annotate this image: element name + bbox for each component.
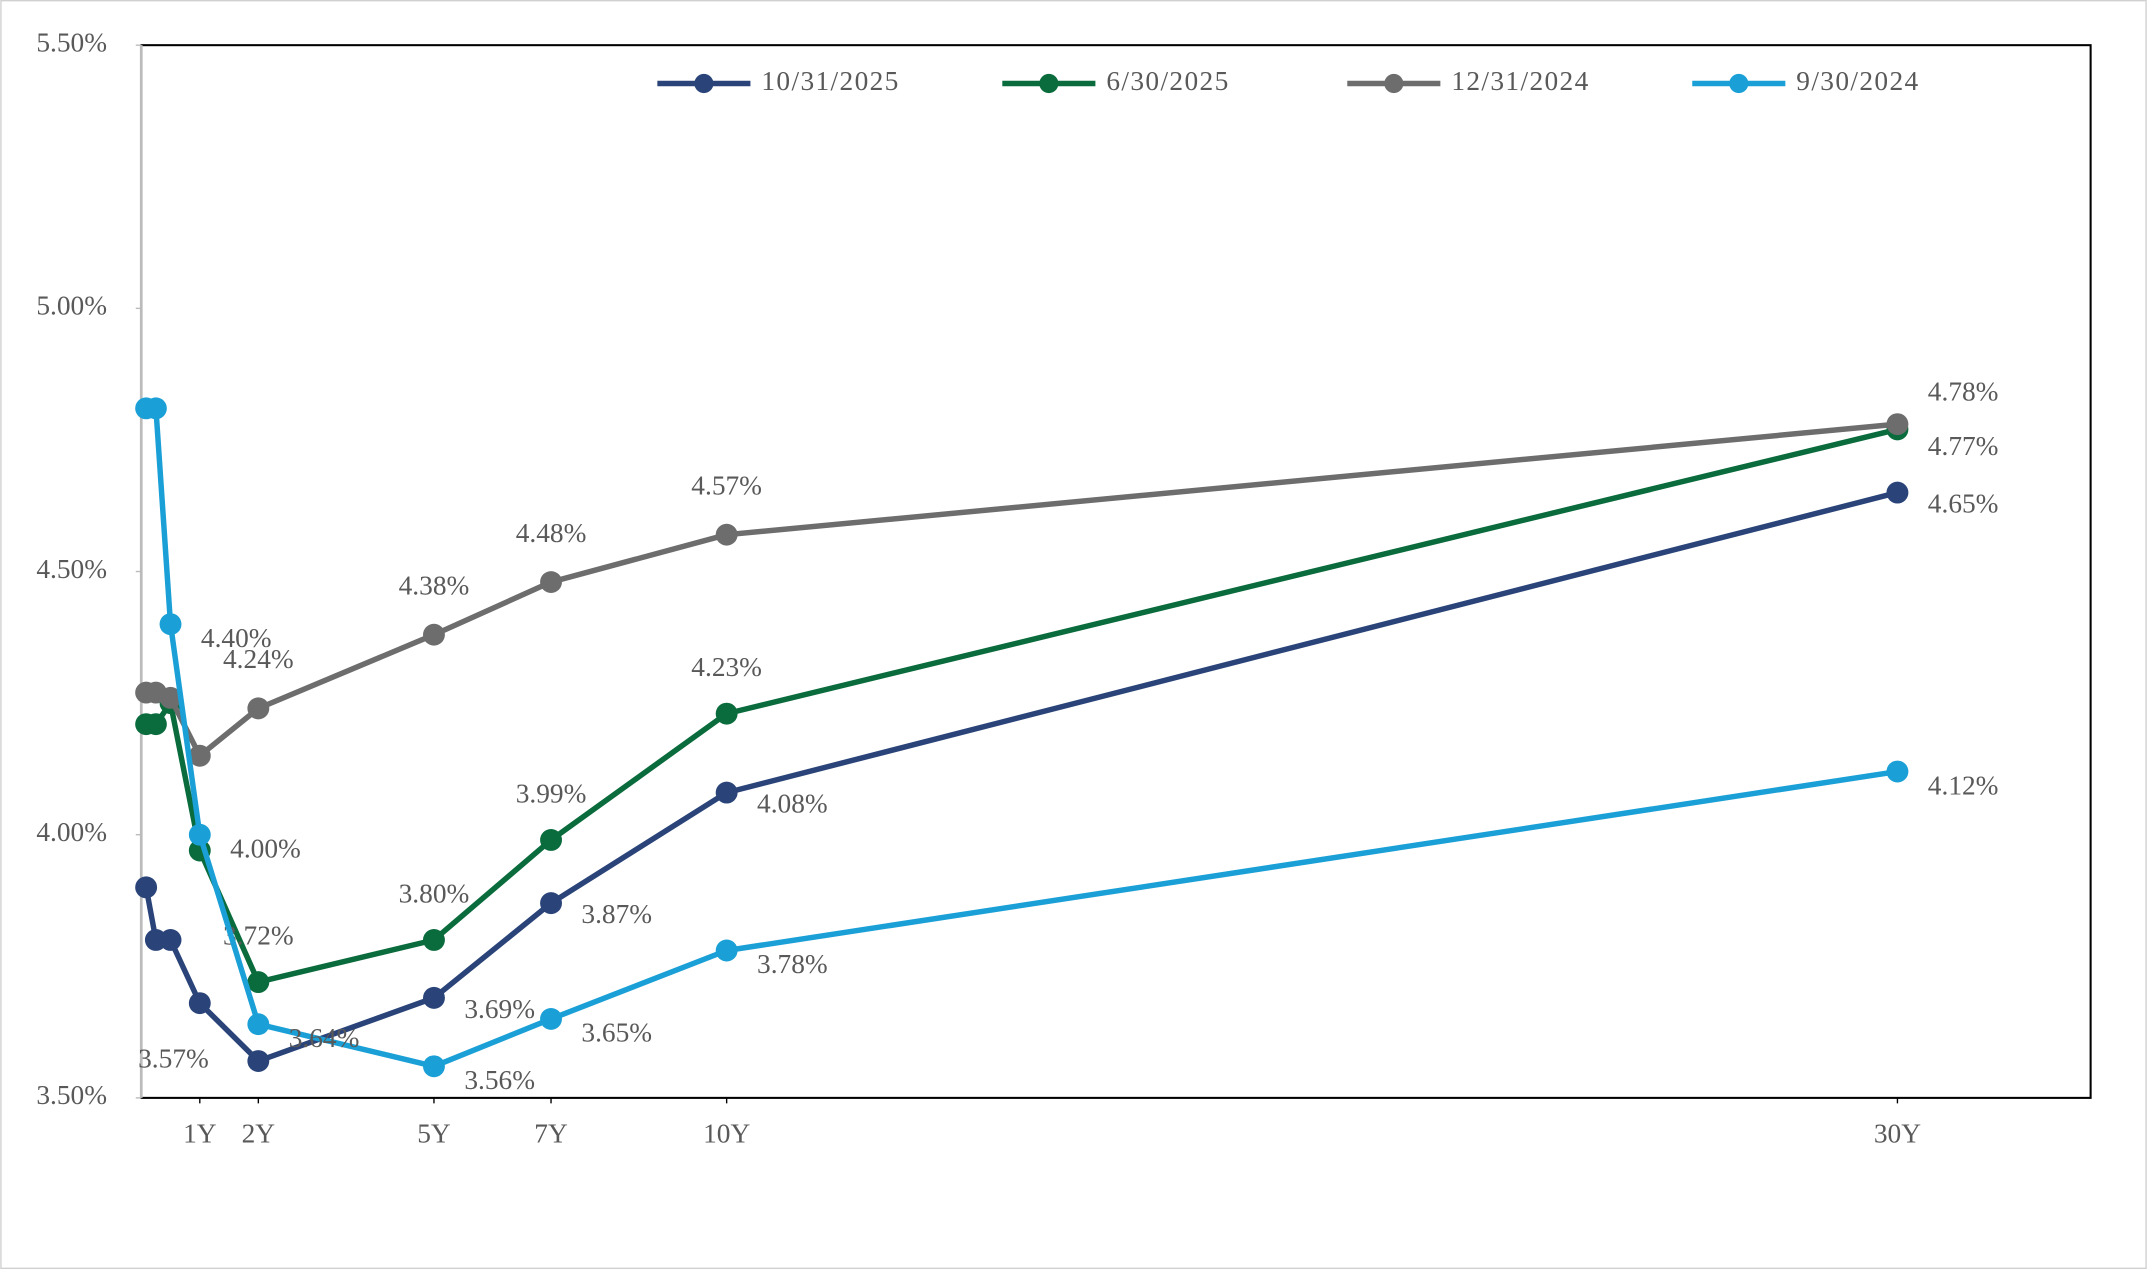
data-point xyxy=(715,781,738,804)
data-point xyxy=(540,829,562,851)
data-point xyxy=(188,823,211,846)
data-label: 3.64% xyxy=(289,1023,360,1053)
y-tick-label: 3.50% xyxy=(36,1080,107,1110)
data-point xyxy=(144,713,167,736)
x-tick-label: 2Y xyxy=(242,1118,276,1148)
data-label: 4.78% xyxy=(1928,376,1999,406)
data-label: 4.38% xyxy=(399,570,470,600)
x-tick-label: 7Y xyxy=(534,1118,568,1148)
data-label: 4.48% xyxy=(516,518,587,548)
data-point xyxy=(540,571,562,594)
data-point xyxy=(540,892,562,915)
data-label: 4.08% xyxy=(757,789,828,819)
data-point xyxy=(159,929,182,951)
y-tick-label: 5.50% xyxy=(36,27,107,57)
data-point xyxy=(247,1050,270,1072)
legend-marker xyxy=(1384,73,1404,94)
data-label: 3.56% xyxy=(464,1065,535,1095)
data-point xyxy=(715,702,738,725)
x-tick-label: 5Y xyxy=(417,1118,451,1148)
data-point xyxy=(423,929,445,951)
data-label: 4.23% xyxy=(691,652,762,682)
data-label: 4.24% xyxy=(223,644,294,674)
data-point xyxy=(423,623,445,646)
data-label: 3.78% xyxy=(757,949,828,979)
data-label: 3.57% xyxy=(138,1043,209,1073)
data-point xyxy=(715,939,738,962)
data-point xyxy=(135,876,158,899)
data-label: 4.40% xyxy=(201,623,272,653)
legend-label: 12/31/2024 xyxy=(1451,66,1589,96)
data-label: 3.99% xyxy=(516,778,587,808)
data-point xyxy=(247,971,270,994)
x-tick-label: 10Y xyxy=(703,1118,750,1148)
data-label: 3.65% xyxy=(581,1018,652,1048)
data-point xyxy=(423,1055,445,1078)
y-tick-label: 4.50% xyxy=(36,554,107,584)
y-tick-label: 4.00% xyxy=(36,817,107,847)
x-tick-label: 1Y xyxy=(183,1118,217,1148)
legend-marker xyxy=(1039,73,1059,94)
data-point xyxy=(540,1007,562,1030)
data-label: 4.57% xyxy=(691,470,762,500)
legend-label: 10/31/2025 xyxy=(761,66,899,96)
data-point xyxy=(1886,413,1909,436)
data-point xyxy=(188,992,211,1015)
data-point xyxy=(1886,481,1909,504)
data-label: 3.69% xyxy=(464,994,535,1024)
legend-label: 6/30/2025 xyxy=(1106,66,1229,96)
data-label: 4.65% xyxy=(1928,489,1999,519)
data-label: 3.80% xyxy=(399,878,470,908)
data-point xyxy=(159,686,182,709)
data-label: 4.77% xyxy=(1928,431,1999,461)
y-tick-label: 5.00% xyxy=(36,291,107,321)
legend-label: 9/30/2024 xyxy=(1796,66,1919,96)
data-label: 3.87% xyxy=(581,899,652,929)
legend-marker xyxy=(1729,73,1749,94)
x-tick-label: 30Y xyxy=(1874,1118,1921,1148)
data-point xyxy=(144,397,167,420)
data-point xyxy=(423,986,445,1009)
data-point xyxy=(1886,760,1909,783)
data-label: 4.12% xyxy=(1928,770,1999,800)
legend-marker xyxy=(694,73,714,94)
data-point xyxy=(247,1013,270,1036)
data-point xyxy=(159,613,182,636)
data-point xyxy=(715,523,738,546)
data-point xyxy=(247,697,270,720)
data-point xyxy=(188,744,211,767)
data-label: 4.00% xyxy=(230,833,301,863)
